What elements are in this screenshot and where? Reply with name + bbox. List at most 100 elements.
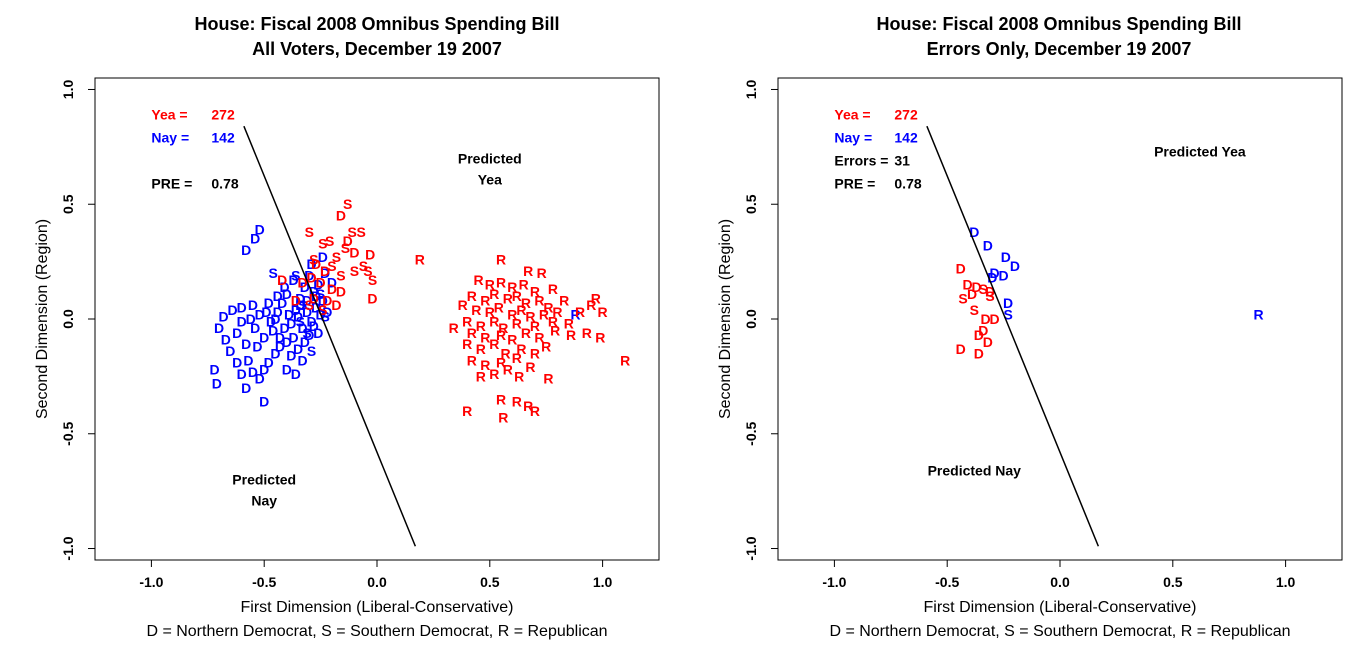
- data-point-yea: D: [962, 277, 972, 293]
- data-point-nay: D: [228, 302, 238, 318]
- y-axis-label: Second Dimension (Region): [717, 219, 734, 419]
- stat-value: 272: [894, 107, 918, 123]
- x-tick-label: 0.5: [1163, 574, 1183, 590]
- data-point-yea: S: [343, 196, 352, 212]
- data-point-nay: D: [322, 304, 332, 320]
- data-point-yea: R: [458, 297, 468, 313]
- data-point-nay: D: [302, 304, 312, 320]
- data-point-yea: R: [496, 391, 506, 407]
- stat-value: 31: [894, 153, 910, 169]
- data-point-nay: D: [302, 293, 312, 309]
- data-point-yea: R: [521, 295, 531, 311]
- data-point-nay: D: [243, 352, 253, 368]
- data-point-nay: D: [264, 355, 274, 371]
- stat-label: Errors =: [834, 153, 888, 169]
- data-point-nay: D: [275, 339, 285, 355]
- data-point-yea: R: [489, 336, 499, 352]
- caption-legend: D = Northern Democrat, S = Southern Demo…: [146, 623, 607, 640]
- data-point-yea: R: [541, 339, 551, 355]
- data-point-yea: R: [415, 251, 425, 267]
- data-point-yea: D: [349, 244, 359, 260]
- x-axis-label: First Dimension (Liberal-Conservative): [241, 599, 514, 616]
- data-point-nay: D: [300, 334, 310, 350]
- data-point-yea: R: [564, 316, 574, 332]
- data-point-nay: S: [291, 267, 300, 283]
- data-point-yea: R: [548, 313, 558, 329]
- x-tick-label: -1.0: [822, 574, 846, 590]
- data-point-yea: R: [480, 293, 490, 309]
- data-point-yea: R: [543, 300, 553, 316]
- data-point-nay: D: [248, 297, 258, 313]
- x-tick-label: -1.0: [139, 574, 163, 590]
- data-point-nay: D: [300, 279, 310, 295]
- data-point-yea: D: [971, 279, 981, 295]
- data-point-yea: R: [543, 371, 553, 387]
- data-point-nay: D: [248, 364, 258, 380]
- data-point-nay: S: [1003, 306, 1012, 322]
- data-point-nay: D: [237, 300, 247, 316]
- data-point-nay: D: [297, 352, 307, 368]
- data-point-nay: D: [320, 265, 330, 281]
- stat-label: Yea =: [834, 107, 870, 123]
- data-point-nay: R: [1253, 306, 1263, 322]
- data-point-nay: D: [297, 320, 307, 336]
- data-point-yea: D: [974, 345, 984, 361]
- data-point-yea: D: [974, 327, 984, 343]
- data-point-yea: D: [983, 334, 993, 350]
- data-point-yea: D: [367, 290, 377, 306]
- data-point-nay: D: [1010, 258, 1020, 274]
- data-point-yea: R: [537, 265, 547, 281]
- data-point-yea: R: [516, 302, 526, 318]
- data-point-nay: D: [266, 313, 276, 329]
- data-point-nay: D: [268, 322, 278, 338]
- data-point-yea: S: [325, 233, 334, 249]
- data-point-yea: R: [512, 394, 522, 410]
- data-point-nay: D: [282, 361, 292, 377]
- region-label: Predicted: [458, 150, 522, 166]
- y-axis: -1.0 -0.5 0.0 0.5 1.0: [60, 80, 95, 561]
- data-point-nay: D: [293, 309, 303, 325]
- data-point-yea: R: [467, 288, 477, 304]
- data-point-nay: D: [282, 334, 292, 350]
- data-point-yea: S: [368, 272, 377, 288]
- data-point-yea: S: [305, 297, 314, 313]
- data-point-yea: R: [575, 304, 585, 320]
- data-point-nay: S: [269, 265, 278, 281]
- data-point-nay: S: [302, 325, 311, 341]
- data-point-yea: S: [327, 258, 336, 274]
- data-point-yea: R: [476, 318, 486, 334]
- data-point-yea: R: [519, 277, 529, 293]
- y-tick-label: 0.5: [60, 194, 76, 214]
- stat-label: PRE =: [834, 176, 875, 192]
- data-point-yea: D: [311, 256, 321, 272]
- data-point-yea: R: [462, 313, 472, 329]
- data-point-yea: R: [496, 355, 506, 371]
- data-point-yea: S: [359, 258, 368, 274]
- data-point-yea: S: [350, 263, 359, 279]
- y-tick-label: 0.0: [743, 309, 759, 329]
- data-point-yea: R: [489, 366, 499, 382]
- data-point-yea: R: [591, 290, 601, 306]
- data-point-nay: D: [214, 320, 224, 336]
- data-point-yea: R: [503, 361, 513, 377]
- data-point-yea: R: [582, 325, 592, 341]
- data-point-nay: D: [309, 283, 319, 299]
- stat-label: Yea =: [151, 107, 187, 123]
- data-point-yea: R: [489, 286, 499, 302]
- data-point-yea: S: [336, 267, 345, 283]
- data-point-yea: R: [595, 329, 605, 345]
- data-point-yea: R: [598, 304, 608, 320]
- data-point-nay: S: [316, 286, 325, 302]
- y-tick-label: -0.5: [60, 421, 76, 445]
- data-point-nay: D: [304, 267, 314, 283]
- data-point-yea: R: [496, 274, 506, 290]
- data-point-yea: D: [307, 270, 317, 286]
- data-point-nay: D: [999, 267, 1009, 283]
- chart-title: House: Fiscal 2008 Omnibus Spending Bill: [194, 14, 559, 34]
- y-tick-label: 1.0: [743, 80, 759, 100]
- data-point-nay: D: [313, 325, 323, 341]
- stat-label: Nay =: [151, 130, 189, 146]
- data-point-yea: R: [586, 297, 596, 313]
- data-point-nay: S: [320, 309, 329, 325]
